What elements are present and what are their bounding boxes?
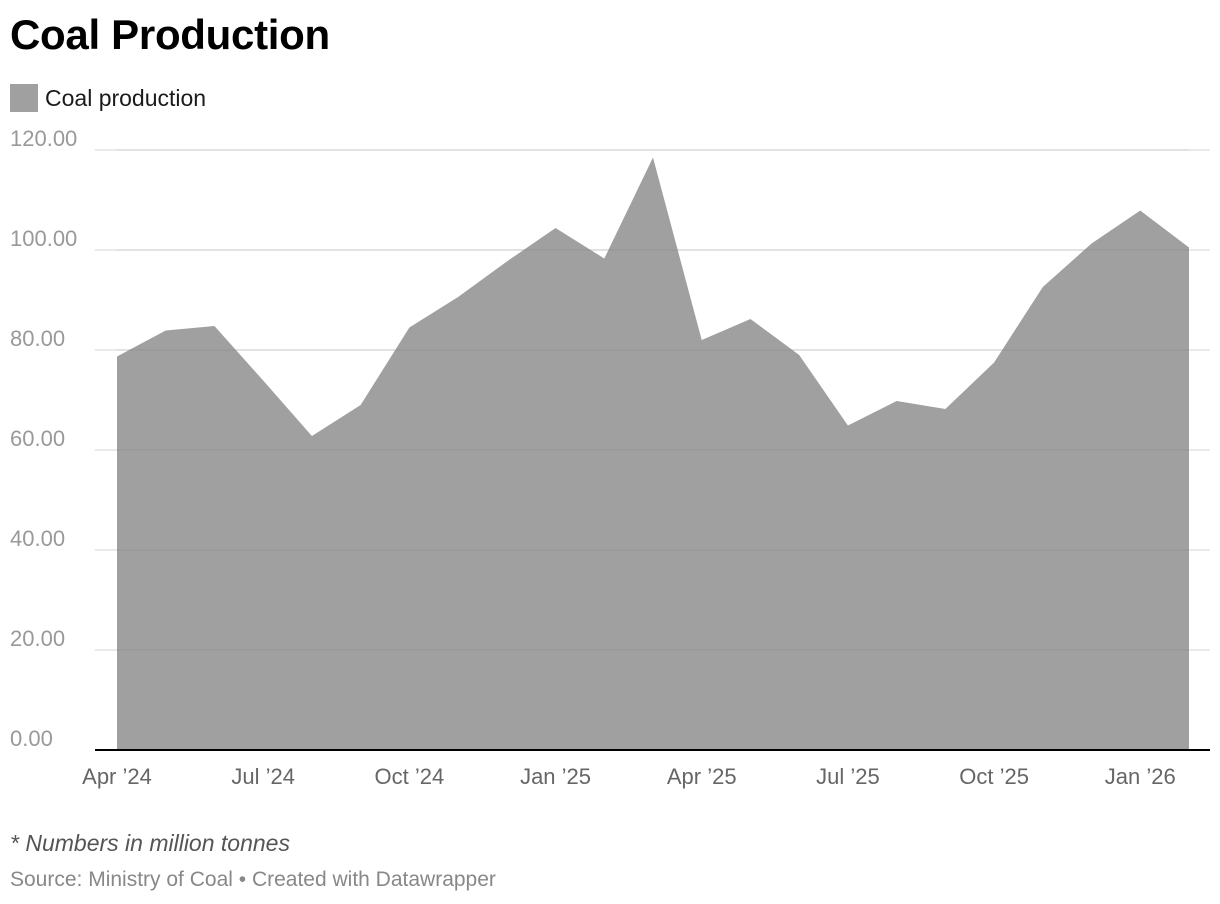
legend: Coal production [10,84,206,112]
x-tick-label: Oct ’25 [959,764,1029,789]
y-tick-label: 80.00 [10,326,65,351]
y-tick-label: 120.00 [10,130,77,151]
chart-title: Coal Production [10,11,330,58]
y-tick-label: 20.00 [10,626,65,651]
x-tick-label: Jul ’24 [231,764,295,789]
x-tick-label: Jan ’25 [520,764,591,789]
area-coal-production [117,157,1189,750]
footer-separator: • [232,868,252,891]
y-tick-label: 60.00 [10,426,65,451]
source-text: Source: Ministry of Coal [10,868,233,891]
credit-text: Created with Datawrapper [251,868,496,891]
area-series [117,149,1189,750]
y-tick-label: 0.00 [10,726,53,751]
y-tick-label: 100.00 [10,226,77,251]
legend-label: Coal production [45,84,207,111]
legend-swatch [10,84,38,112]
x-tick-label: Oct ’24 [375,764,445,789]
units-note: * Numbers in million tonnes [10,830,290,856]
footer: Source: Ministry of Coal • Created with … [10,868,496,892]
x-tick-label: Apr ’25 [667,764,737,789]
y-tick-label: 40.00 [10,526,65,551]
area-chart: 0.00 20.00 40.00 60.00 80.00 100.00 120.00 Apr… [10,130,1210,789]
x-axis-ticks: Apr ’24 Jul ’24 Oct ’24 Jan ’25 Apr ’25 Jul ’… [82,764,1176,789]
x-tick-label: Jan ’26 [1105,764,1176,789]
x-tick-label: Jul ’25 [816,764,880,789]
y-axis-ticks: 0.00 20.00 40.00 60.00 80.00 100.00 120.00 [10,130,77,751]
x-tick-label: Apr ’24 [82,764,152,789]
